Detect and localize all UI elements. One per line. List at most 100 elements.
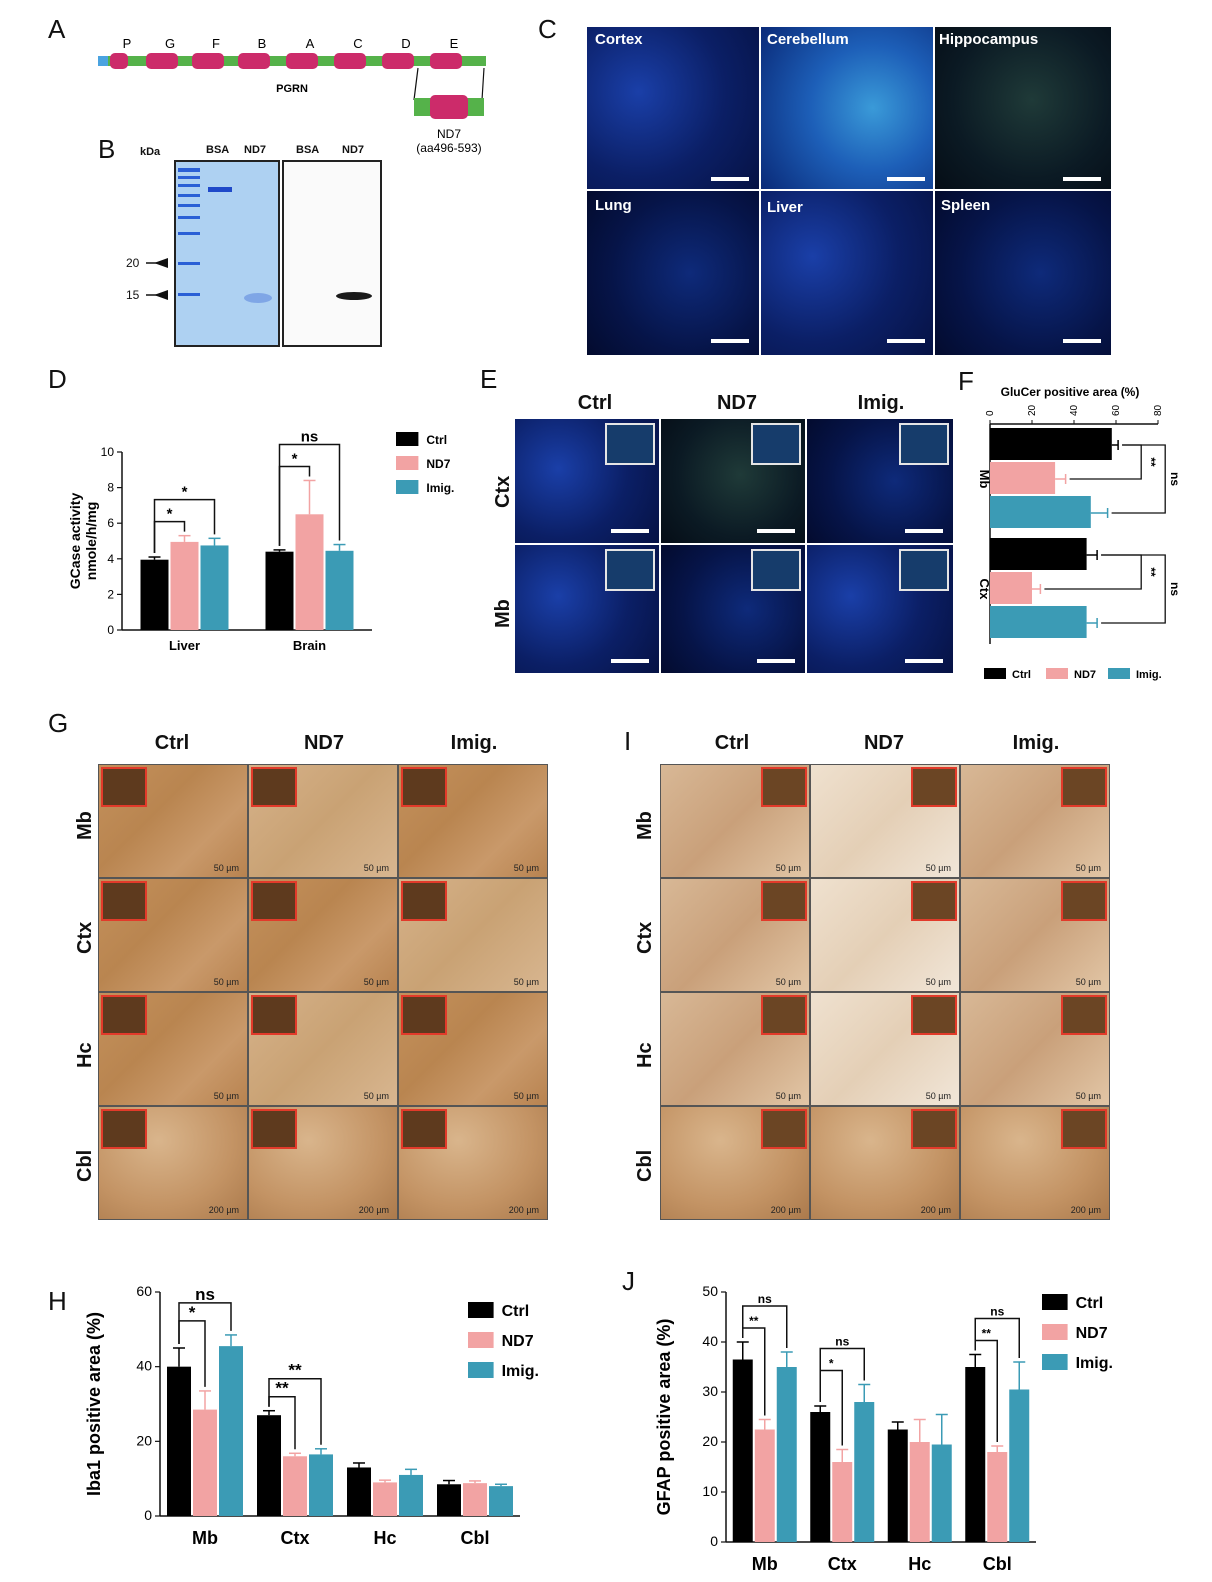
bar xyxy=(200,545,229,630)
pgrn-label: PGRN xyxy=(276,83,308,95)
glucer-staining-grid: Ctrl ND7 Imig. Ctx Mb xyxy=(486,388,956,678)
bar xyxy=(909,1442,930,1542)
category-label: Ctx xyxy=(280,1528,309,1548)
y-tick-label: 30 xyxy=(702,1383,718,1399)
panel-label-h: H xyxy=(48,1286,67,1316)
legend-label: Imig. xyxy=(502,1363,539,1380)
micrograph-lung: Lung xyxy=(586,190,760,356)
y-tick-label: 40 xyxy=(702,1333,718,1349)
micrograph-ctx-ctrl: 50 µm xyxy=(660,878,810,992)
significance-bracket xyxy=(1111,444,1166,514)
col-label-ctrl: Ctrl xyxy=(577,392,613,414)
legend-label: ND7 xyxy=(426,457,450,471)
bar xyxy=(295,514,324,630)
legend-swatch xyxy=(1042,1294,1068,1310)
domain-label: P xyxy=(123,36,132,51)
scale-bar-label: 50 µm xyxy=(363,1091,389,1101)
scale-bar-label: 200 µm xyxy=(208,1205,239,1215)
micrograph-liver: Liver xyxy=(760,190,934,356)
zoom-inset xyxy=(911,995,957,1035)
micrograph-hc-ctrl: 50 µm xyxy=(98,992,248,1106)
y-axis-label: GFAP positive area (%) xyxy=(654,1319,674,1516)
zoom-inset xyxy=(1061,995,1107,1035)
significance-label: ** xyxy=(288,1361,302,1380)
significance-label: ns xyxy=(301,428,319,445)
micrograph-mb-nd7: 50 µm xyxy=(248,764,398,878)
bar xyxy=(399,1474,423,1516)
bar xyxy=(887,1429,908,1542)
gel-panel: kDa BSA ND7 BSA ND7 20 15 xyxy=(120,140,390,350)
significance-label: ** xyxy=(982,1327,992,1341)
scale-bar-label: 50 µm xyxy=(775,977,801,987)
micrograph-ctx-imig: 50 µm xyxy=(398,878,548,992)
significance-bracket xyxy=(1101,554,1166,624)
scale-bar-label: 50 µm xyxy=(925,863,951,873)
row-label-ctx: Ctx xyxy=(492,475,514,508)
legend-label: ND7 xyxy=(1074,669,1096,681)
y-axis-label: Iba1 positive area (%) xyxy=(84,1312,104,1496)
micrograph-ctx-ctrl: 50 µm xyxy=(98,878,248,992)
y-tick-label: 40 xyxy=(136,1358,152,1374)
scale-bar-label: 50 µm xyxy=(213,1091,239,1101)
scale-bar-label: 50 µm xyxy=(513,977,539,987)
panel-label-d: D xyxy=(48,364,67,394)
bar xyxy=(489,1486,513,1516)
micrograph-cbl-imig: 200 µm xyxy=(398,1106,548,1220)
zoom-inset xyxy=(401,767,447,807)
row-label-mb: Mb xyxy=(492,599,514,628)
category-label: Hc xyxy=(908,1554,931,1574)
i-col-nd7: ND7 xyxy=(863,732,904,754)
scale-bar-label: 50 µm xyxy=(775,863,801,873)
bar xyxy=(257,1415,281,1516)
category-label: Hc xyxy=(373,1528,396,1548)
zoom-inset xyxy=(101,995,147,1035)
scale-bar-label: 200 µm xyxy=(920,1205,951,1215)
lane-label-nd7-1: ND7 xyxy=(244,144,267,156)
bar xyxy=(1009,1389,1030,1542)
nd7-label: ND7 xyxy=(437,127,461,141)
bar xyxy=(854,1402,875,1542)
legend-swatch xyxy=(468,1302,494,1318)
micrograph-cbl-ctrl: 200 µm xyxy=(98,1106,248,1220)
micrograph-cbl-imig: 200 µm xyxy=(960,1106,1110,1220)
zoom-inset xyxy=(401,995,447,1035)
significance-bracket xyxy=(153,498,216,554)
domain-F xyxy=(192,53,224,69)
scale-bar-label: 50 µm xyxy=(925,1091,951,1101)
nd7-range: (aa496-593) xyxy=(416,141,481,155)
legend-label: Imig. xyxy=(1136,669,1162,681)
zoom-inset xyxy=(251,767,297,807)
bar xyxy=(990,428,1112,460)
category-label: Ctx xyxy=(828,1554,857,1574)
micrograph-mb-ctrl: 50 µm xyxy=(98,764,248,878)
significance-bracket xyxy=(178,1302,232,1344)
panel-label-e: E xyxy=(480,364,498,394)
zoom-inset xyxy=(761,1109,807,1149)
significance-label: * xyxy=(182,484,188,501)
domain-A xyxy=(286,53,318,69)
marker-20: 20 xyxy=(126,256,140,270)
bar xyxy=(219,1346,243,1516)
significance-label: * xyxy=(167,506,173,523)
micrograph-mb-imig: 50 µm xyxy=(398,764,548,878)
y-tick-label: 0 xyxy=(144,1507,152,1523)
legend-swatch xyxy=(1046,668,1068,679)
category-label: Cbl xyxy=(983,1554,1012,1574)
zoom-inset xyxy=(251,1109,297,1149)
scale-bar-label: 200 µm xyxy=(770,1205,801,1215)
bar xyxy=(347,1467,371,1516)
zoom-inset xyxy=(101,1109,147,1149)
legend-swatch xyxy=(396,432,419,446)
zoom-inset xyxy=(1061,881,1107,921)
zoom-inset xyxy=(251,995,297,1035)
bar xyxy=(990,496,1091,528)
micrograph-ctx-imig: 50 µm xyxy=(960,878,1110,992)
domain-label: D xyxy=(401,36,410,51)
zoom-inset xyxy=(401,1109,447,1149)
legend-swatch xyxy=(1108,668,1130,679)
domain-P xyxy=(110,53,128,69)
significance-label: ns xyxy=(835,1335,849,1349)
category-label: Mb xyxy=(752,1554,778,1574)
scale-bar-label: 50 µm xyxy=(1075,977,1101,987)
